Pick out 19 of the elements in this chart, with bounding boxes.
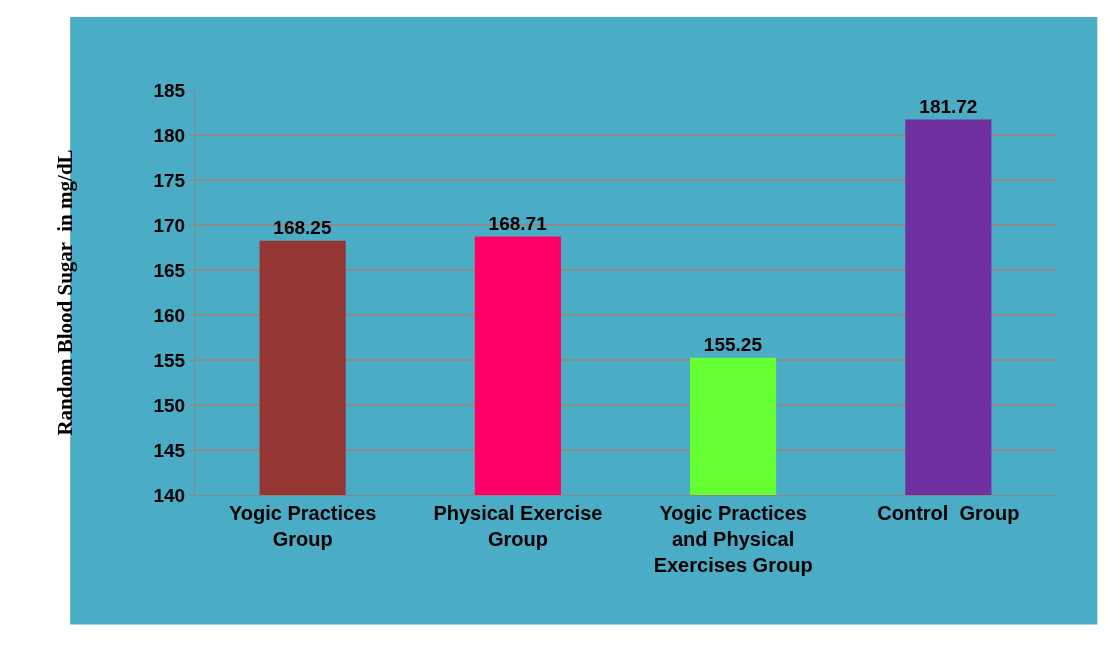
x-tick-label: Yogic Practices and Physical Exercises Group [653,502,813,576]
y-tick-label: 185 [153,79,186,101]
y-tick-label: 145 [153,439,186,461]
x-tick-label: Physical Exercise Group [433,502,603,550]
y-tick-label: 160 [153,304,186,326]
y-tick-label: 180 [153,124,186,146]
y-tick-label: 170 [153,214,186,236]
data-label: 155.25 [703,333,763,355]
y-tick-label: 175 [153,169,186,191]
x-tick-label: Control Group [877,502,1020,524]
data-label: 168.71 [488,212,548,234]
y-tick-label: 150 [153,394,186,416]
y-tick-label: 140 [153,484,186,506]
y-tick-label: 155 [153,349,186,371]
data-label: 168.25 [273,216,332,238]
data-label: 181.72 [919,95,978,117]
y-tick-label: 165 [153,259,186,281]
y-axis-title: Random Blood Sugar in mg/dL [52,149,77,436]
x-tick-label: Yogic Practices Group [228,502,377,550]
